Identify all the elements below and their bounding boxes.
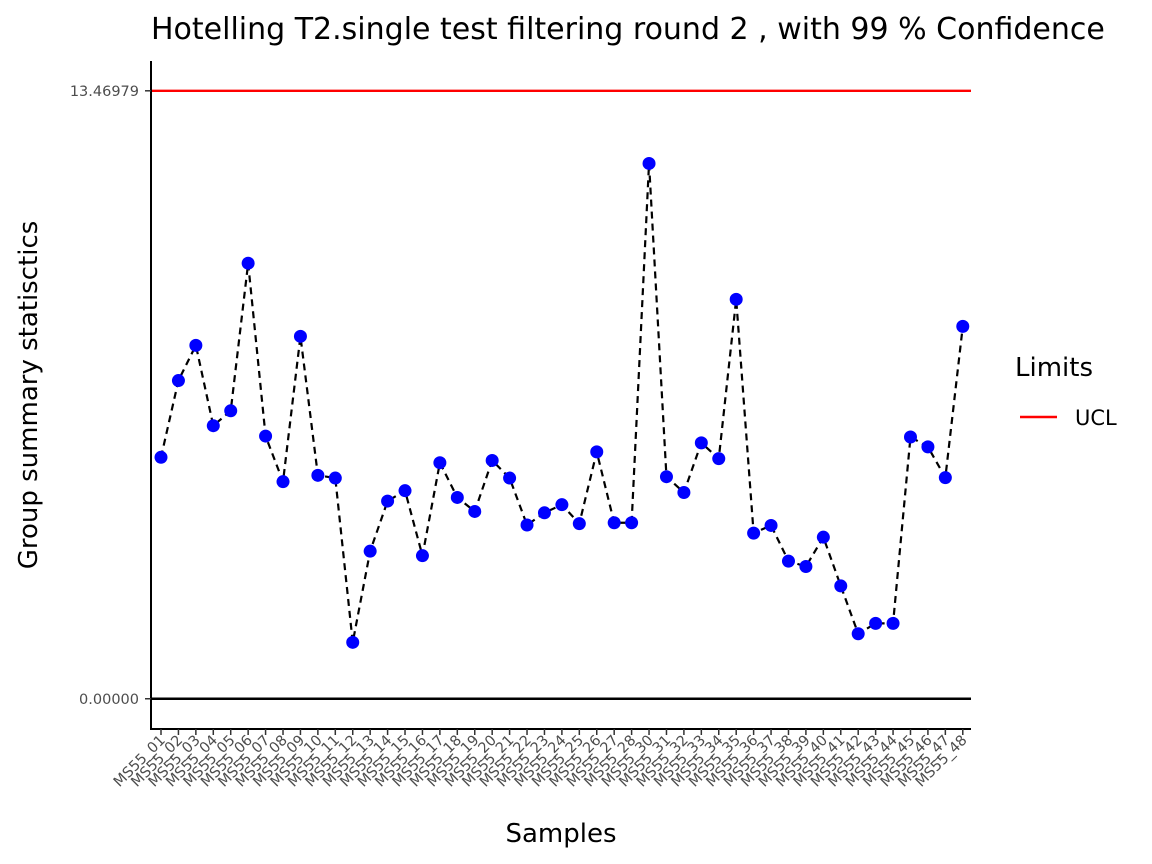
data-point: [747, 526, 761, 540]
data-point: [433, 456, 447, 470]
y-tick-label: 13.46979: [70, 84, 139, 100]
data-point: [816, 530, 830, 544]
data-point: [956, 319, 970, 333]
chart-title: Hotelling T2.single test filtering round…: [151, 12, 1105, 47]
data-point: [503, 471, 517, 485]
x-axis-title: Samples: [505, 819, 616, 849]
data-point: [677, 485, 691, 499]
y-axis-ticks: 0.00000 13.46979: [70, 84, 151, 708]
data-point: [555, 498, 569, 512]
data-point: [886, 616, 900, 630]
data-point: [834, 579, 848, 593]
data-point: [938, 471, 952, 485]
data-point: [224, 404, 238, 418]
data-point: [398, 484, 412, 498]
data-point: [590, 445, 604, 459]
data-point: [450, 490, 464, 504]
plot-area: [151, 89, 971, 701]
data-point: [607, 516, 621, 530]
data-point: [381, 494, 395, 508]
data-point: [764, 518, 778, 532]
data-point: [659, 470, 673, 484]
data-point: [712, 452, 726, 466]
x-axis-ticks: MS55_01MS55_02MS55_03MS55_04MS55_05MS55_…: [111, 729, 971, 790]
data-point: [154, 450, 168, 464]
data-point: [259, 429, 273, 443]
data-point: [781, 554, 795, 568]
y-tick-label: 0.00000: [79, 692, 139, 708]
data-point: [537, 506, 551, 520]
data-point: [363, 544, 377, 558]
data-point: [485, 453, 499, 467]
data-point: [346, 635, 360, 649]
data-point: [729, 292, 743, 306]
data-point: [642, 156, 656, 170]
data-point: [206, 419, 220, 433]
data-point: [171, 374, 185, 388]
legend-title: Limits: [1015, 353, 1093, 383]
data-point: [903, 430, 917, 444]
data-point: [851, 627, 865, 641]
data-point: [241, 256, 255, 270]
data-point: [415, 549, 429, 563]
data-point: [328, 471, 342, 485]
data-point: [276, 475, 290, 489]
data-point: [189, 338, 203, 352]
y-axis-title: Group summary statisctics: [14, 221, 44, 570]
data-point: [572, 517, 586, 531]
series-line: [159, 163, 964, 643]
legend: Limits UCL: [1015, 353, 1117, 430]
data-point: [869, 616, 883, 630]
data-point: [520, 518, 534, 532]
data-point: [921, 440, 935, 454]
data-point: [311, 468, 325, 482]
data-point: [468, 504, 482, 518]
data-point: [799, 560, 813, 574]
data-point: [694, 436, 708, 450]
data-point: [293, 329, 307, 343]
legend-label-ucl: UCL: [1075, 406, 1117, 430]
data-point: [625, 516, 639, 530]
